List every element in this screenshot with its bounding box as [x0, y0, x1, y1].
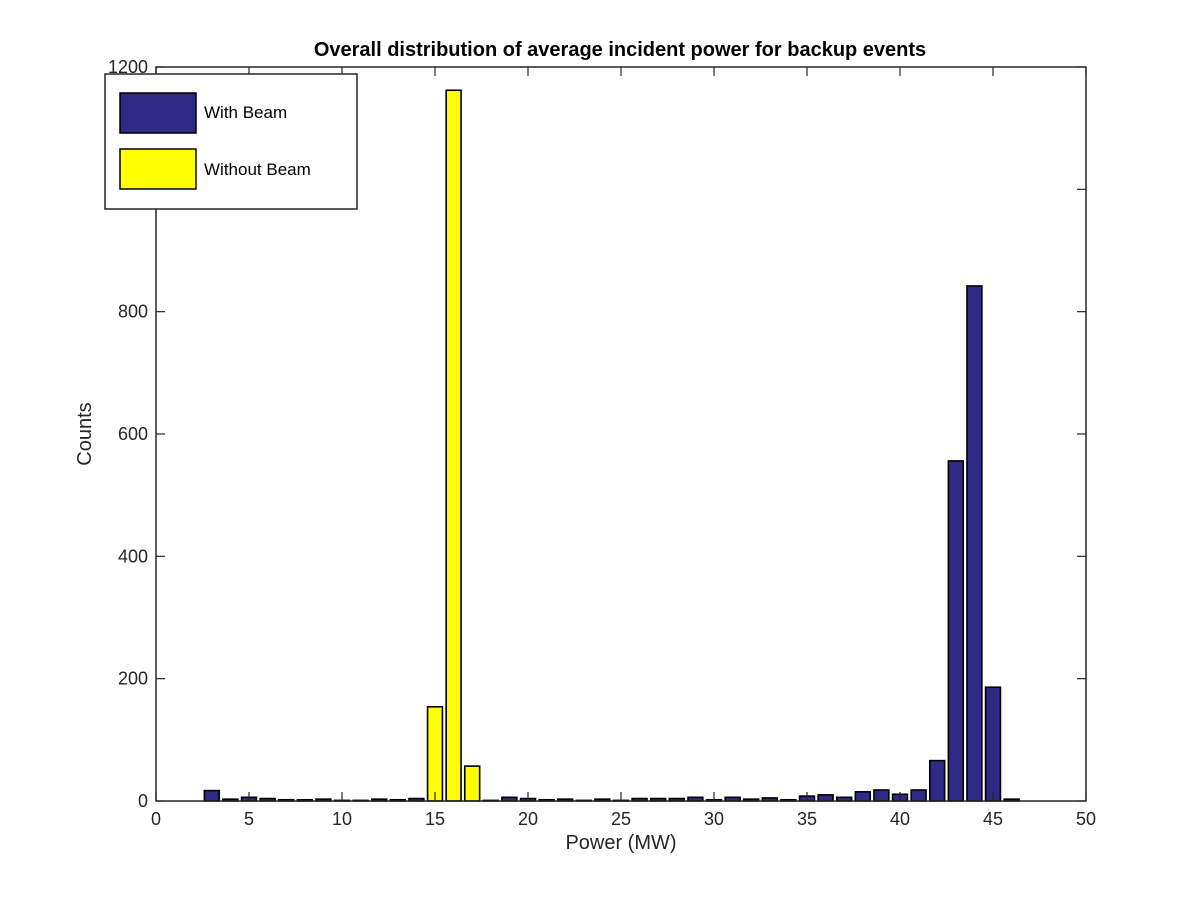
x-tick-label: 50 — [1076, 809, 1096, 829]
x-tick-label: 30 — [704, 809, 724, 829]
x-tick-label: 15 — [425, 809, 445, 829]
legend-swatch-with-beam — [119, 92, 197, 134]
bar-with-beam-44 — [966, 285, 983, 802]
x-tick-label: 25 — [611, 809, 631, 829]
bar-with-beam-41 — [910, 789, 927, 802]
x-tick-label: 0 — [151, 809, 161, 829]
y-tick-label: 1200 — [108, 57, 148, 77]
bar-with-beam-43 — [947, 460, 965, 802]
legend-label-without-beam: Without Beam — [204, 160, 311, 179]
axis-ticks: 0 5 10 15 20 25 30 35 40 45 50 0 200 400 600 800 1200 — [108, 57, 1096, 829]
x-tick-label: 40 — [890, 809, 910, 829]
bar-without-beam-17 — [463, 765, 481, 802]
legend: With Beam Without Beam — [104, 73, 358, 210]
legend-label-with-beam: With Beam — [204, 103, 287, 122]
legend-swatch-without-beam — [119, 148, 197, 190]
y-tick-label: 400 — [118, 546, 148, 566]
x-tick-label: 5 — [244, 809, 254, 829]
bar-with-beam-38 — [854, 791, 872, 802]
bar-with-beam-3 — [203, 789, 221, 802]
y-axis-title: Counts — [74, 402, 96, 465]
x-tick-label: 10 — [332, 809, 352, 829]
y-tick-label: 0 — [138, 791, 148, 811]
chart-title: Overall distribution of average incident… — [314, 39, 926, 61]
bar-with-beam-36 — [817, 794, 834, 802]
bar-without-beam-15 — [426, 706, 444, 802]
x-tick-label: 35 — [797, 809, 817, 829]
bar-without-beam-16 — [445, 89, 462, 802]
y-tick-label: 600 — [118, 424, 148, 444]
bar-with-beam-39 — [873, 789, 890, 802]
bars-layer — [203, 89, 1020, 802]
y-tick-label: 200 — [118, 669, 148, 689]
x-axis-title: Power (MW) — [565, 832, 676, 854]
x-tick-label: 20 — [518, 809, 538, 829]
x-tick-label: 45 — [983, 809, 1003, 829]
y-tick-label: 800 — [118, 302, 148, 322]
bar-with-beam-45 — [984, 686, 1002, 802]
bar-with-beam-42 — [928, 759, 946, 802]
